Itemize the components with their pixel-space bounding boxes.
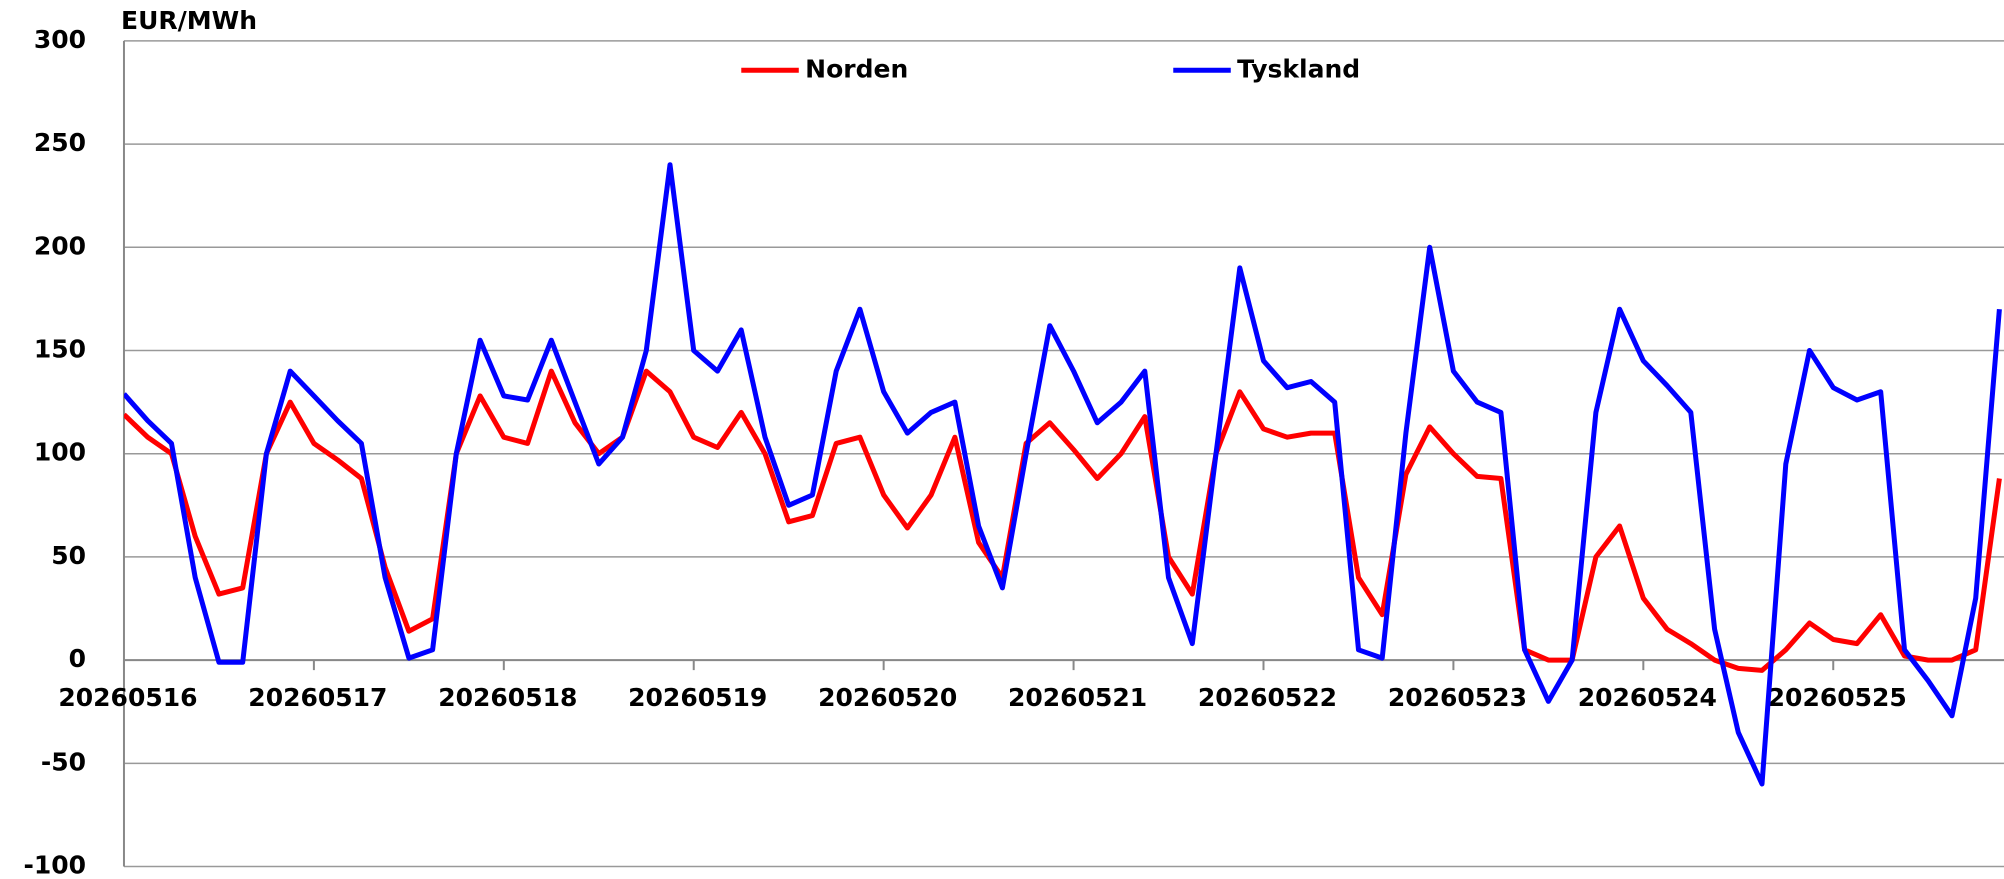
x-tick-label: 20260523 (1388, 683, 1527, 712)
x-tick-label: 20260524 (1578, 683, 1717, 712)
x-tick-label: 20260517 (248, 683, 387, 712)
plot-area (124, 162, 2002, 787)
x-tick-label: 20260520 (818, 683, 957, 712)
x-tick-label: 20260519 (628, 683, 767, 712)
x-tick-label: 20260522 (1198, 683, 1337, 712)
x-tick-label: 20260518 (438, 683, 577, 712)
y-tick-label: -50 (41, 747, 86, 776)
y-tick-label: 100 (34, 438, 86, 467)
y-tick-label: 0 (69, 644, 86, 673)
x-tick-label: 20260521 (1008, 683, 1147, 712)
y-tick-label: 300 (34, 25, 86, 54)
legend-label: Norden (805, 54, 908, 83)
y-tick-label: -100 (23, 851, 86, 879)
legend-label: Tyskland (1237, 54, 1360, 83)
y-tick-label: 200 (34, 231, 86, 260)
chart-title: EUR/MWh (121, 6, 257, 35)
data-line (124, 368, 2002, 673)
x-tick-label: 20260525 (1768, 683, 1907, 712)
data-line (124, 162, 2002, 787)
y-tick-label: 50 (51, 541, 86, 570)
y-tick-label: 250 (34, 128, 86, 157)
y-tick-label: 150 (34, 335, 86, 364)
x-tick-label: 20260516 (58, 683, 197, 712)
